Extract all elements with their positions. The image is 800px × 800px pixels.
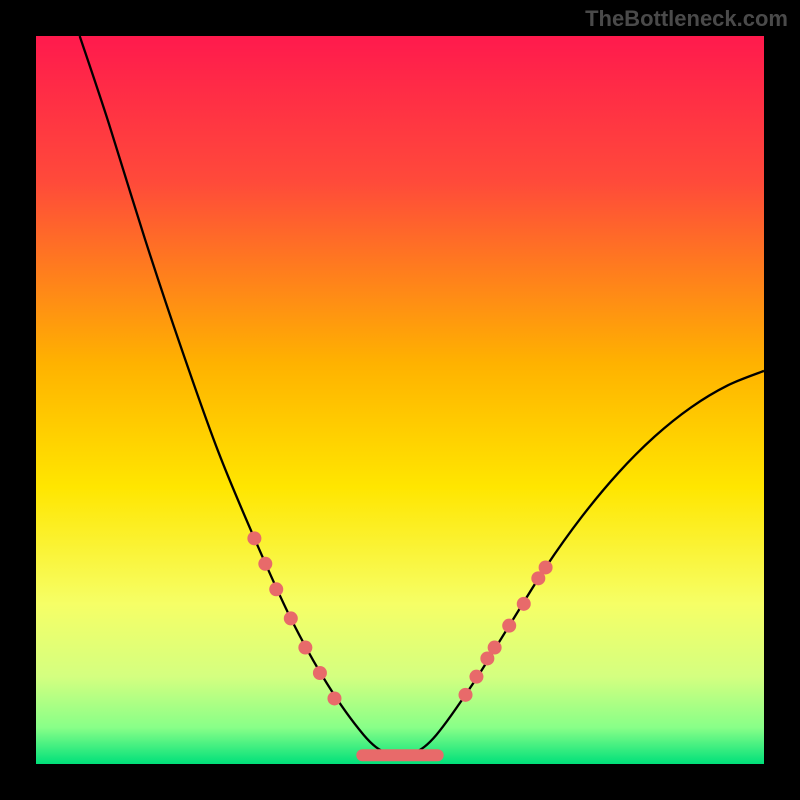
- marker-dot: [539, 560, 553, 574]
- marker-dot: [517, 597, 531, 611]
- marker-dot: [298, 641, 312, 655]
- marker-dot: [247, 531, 261, 545]
- marker-dot: [284, 611, 298, 625]
- marker-dot: [488, 641, 502, 655]
- marker-dot: [313, 666, 327, 680]
- marker-dot: [327, 691, 341, 705]
- bottleneck-curve-chart: [0, 0, 800, 800]
- plot-background: [36, 36, 764, 764]
- marker-dot: [258, 557, 272, 571]
- marker-dot: [502, 619, 516, 633]
- marker-dot: [269, 582, 283, 596]
- sweet-spot-bar: [356, 749, 443, 761]
- marker-dot: [469, 670, 483, 684]
- marker-dot: [459, 688, 473, 702]
- watermark-text: TheBottleneck.com: [585, 6, 788, 32]
- chart-container: TheBottleneck.com: [0, 0, 800, 800]
